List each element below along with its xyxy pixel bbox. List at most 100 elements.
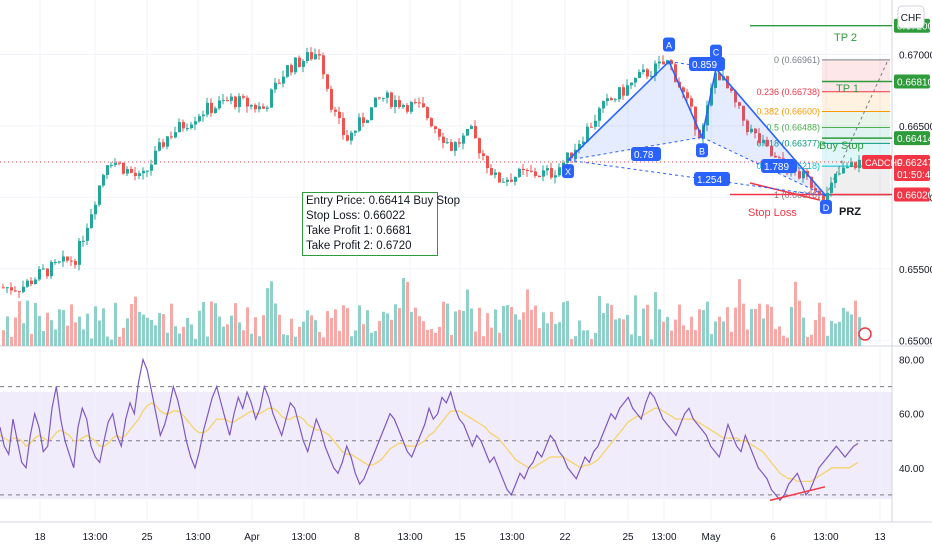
volume-bar	[62, 310, 65, 346]
volume-bar	[666, 316, 669, 346]
price-pane[interactable]	[0, 0, 892, 346]
candle-body	[162, 142, 165, 147]
candle-body	[422, 103, 425, 108]
candle-body	[402, 105, 405, 108]
candle-body	[10, 287, 13, 291]
prz-label: PRZ	[839, 206, 861, 218]
candle-body	[370, 107, 373, 121]
candle-body	[626, 85, 629, 96]
volume-bar	[226, 324, 229, 346]
candle-body	[718, 72, 721, 81]
time-axis-tick: 6	[770, 532, 776, 543]
candle-body	[622, 87, 625, 96]
countdown-label: 01:50:46	[897, 170, 932, 181]
price-tag	[894, 154, 930, 181]
candle-body	[306, 52, 309, 62]
candle-body	[538, 175, 541, 177]
volume-bar	[466, 289, 469, 346]
volume-bar	[322, 337, 325, 346]
volume-bar	[786, 337, 789, 346]
volume-bar	[154, 325, 157, 346]
volume-bar	[766, 304, 769, 346]
volume-bar	[594, 332, 597, 346]
harmonic-ratio-label: 0.78	[634, 150, 654, 161]
candle-body	[134, 172, 137, 177]
volume-bar	[522, 312, 525, 346]
candle-body	[174, 132, 177, 138]
candle-body	[170, 136, 173, 138]
candle-body	[826, 192, 829, 200]
candle-body	[558, 167, 561, 176]
volume-bar	[438, 326, 441, 346]
candle-body	[506, 179, 509, 182]
candle-body	[438, 128, 441, 137]
candle-body	[38, 269, 41, 280]
volume-bar	[318, 331, 321, 346]
volume-bar	[474, 331, 477, 346]
volume-bar	[738, 279, 741, 346]
candle-body	[750, 128, 753, 133]
price-tag-label: 0.66247	[897, 158, 932, 169]
price-axis[interactable]: 80.0060.0040.000.670000.665000.660000.65…	[899, 50, 932, 475]
time-axis-tick: 13:00	[499, 532, 524, 543]
candle-body	[90, 214, 93, 228]
candle-body	[42, 268, 45, 270]
volume-bar	[150, 319, 153, 346]
volume-bar	[754, 308, 757, 346]
harmonic-pattern[interactable]: 0.859 0.78 1.254 1.789 X A B C D	[562, 37, 832, 214]
volume-bar	[222, 326, 225, 346]
volume-bar	[606, 303, 609, 346]
volume-bar	[378, 321, 381, 346]
candle-body	[6, 287, 9, 289]
candle-body	[282, 76, 285, 84]
fib-zone	[822, 127, 890, 144]
volume-bar	[158, 312, 161, 346]
candle-body	[822, 194, 825, 200]
volume-bar	[782, 335, 785, 346]
volume-bar	[398, 308, 401, 346]
volume-bar	[530, 309, 533, 346]
volume-bar	[566, 301, 569, 346]
currency-badge[interactable]	[897, 5, 925, 29]
volume-bar	[102, 308, 105, 346]
volume-bar	[618, 318, 621, 346]
candle-body	[366, 120, 369, 123]
candle-body	[218, 100, 221, 109]
volume-bar	[550, 311, 553, 346]
volume-bar	[794, 281, 797, 346]
volume-bar	[758, 303, 761, 346]
volume-bar	[394, 304, 397, 346]
volume-bar	[674, 319, 677, 346]
volume-bar	[498, 332, 501, 346]
candle-body	[2, 287, 5, 289]
entry-price-text: Entry Price: 0.66414 Buy Stop	[306, 195, 461, 207]
volume-bar	[854, 300, 857, 346]
candle-body	[106, 165, 109, 175]
candle-body	[614, 99, 617, 101]
candlestick-series	[2, 47, 861, 299]
candle-body	[362, 117, 365, 123]
time-axis-tick: Apr	[244, 532, 260, 543]
volume-bar	[762, 318, 765, 346]
candle-body	[634, 77, 637, 83]
volume-bar	[334, 309, 337, 346]
candle-body	[434, 126, 437, 129]
volume-bar	[510, 306, 513, 346]
volume-bar	[98, 320, 101, 346]
alert-icon[interactable]	[858, 327, 872, 341]
candle-body	[190, 124, 193, 129]
trade-info-box[interactable]: Entry Price: 0.66414 Buy Stop Stop Loss:…	[302, 192, 461, 256]
volume-bar	[78, 316, 81, 346]
time-axis[interactable]: 18 13:00 25 13:00 Apr 13:00 8 13:00 15 13:00 22 25 1…	[34, 532, 886, 543]
candle-body	[34, 279, 37, 285]
candle-body	[302, 61, 305, 67]
volume-bar	[826, 335, 829, 346]
candle-body	[350, 132, 353, 141]
volume-bar	[734, 307, 737, 346]
candle-body	[374, 97, 377, 108]
volume-bar	[614, 319, 617, 346]
volume-bar	[426, 329, 429, 346]
harmonic-point-label: D	[823, 203, 830, 213]
volume-bar	[262, 315, 265, 346]
